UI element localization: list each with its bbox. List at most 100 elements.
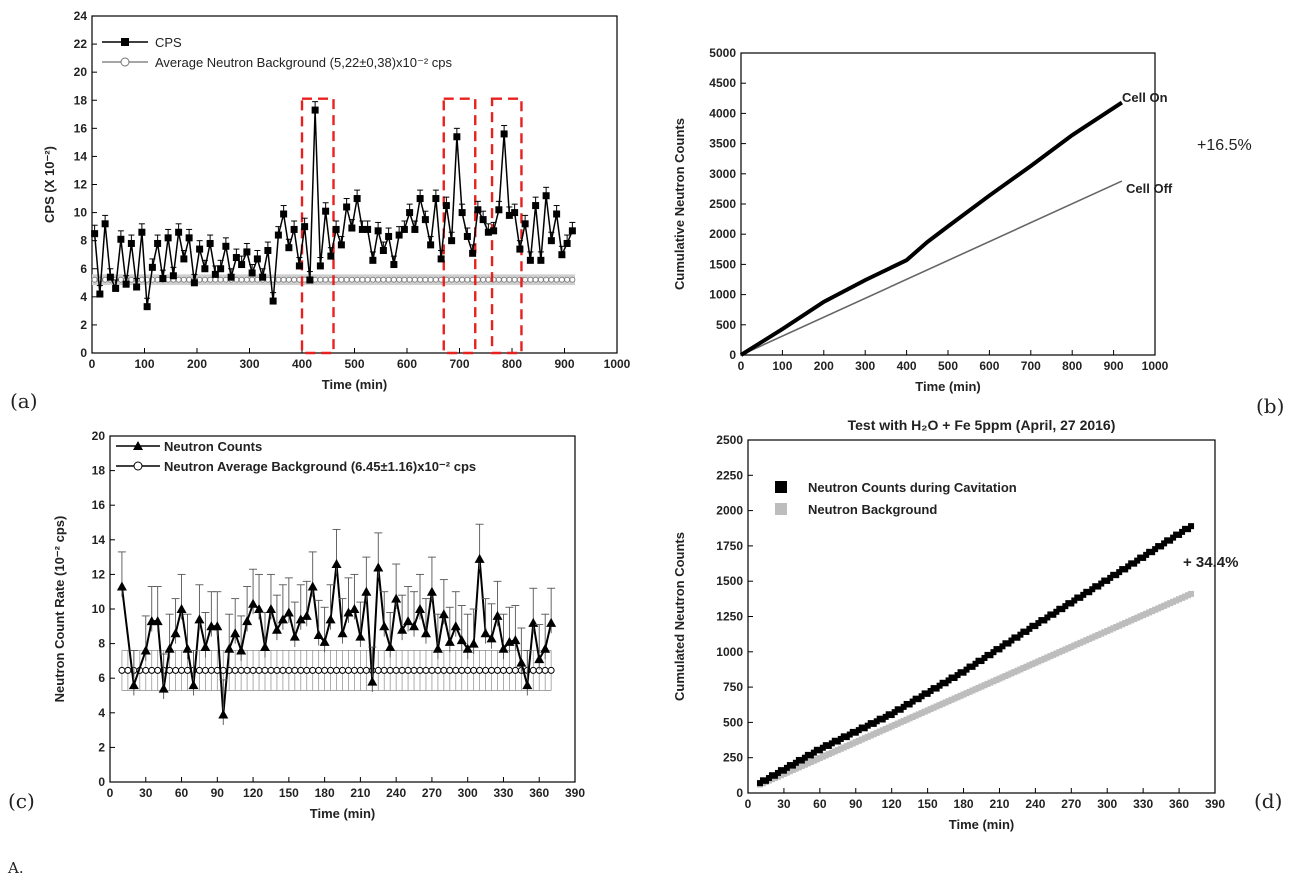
plot-frame: [740, 52, 1156, 356]
background-point: [172, 666, 180, 674]
y-tick-label: 18: [74, 93, 88, 107]
legend-marker-background: [120, 57, 130, 67]
cavitation-point: [1089, 586, 1096, 593]
y-tick-label: 1500: [709, 257, 736, 271]
cps-point: [259, 273, 267, 281]
background-point: [522, 276, 529, 283]
background-point: [448, 276, 455, 283]
background-point: [364, 276, 371, 283]
y-tick-label: 16: [74, 121, 88, 135]
background-point: [406, 276, 413, 283]
neutron-counts-point: [140, 645, 151, 655]
cps-point: [227, 273, 235, 281]
background-point: [416, 666, 424, 674]
x-tick-label: 390: [565, 786, 585, 800]
x-tick-label: 60: [175, 786, 189, 800]
y-tick-label: 1000: [716, 645, 743, 659]
cps-point: [148, 263, 156, 271]
background-point: [446, 666, 454, 674]
cps-point: [442, 202, 450, 210]
cps-point: [290, 225, 298, 233]
cps-point: [568, 227, 576, 235]
neutron-counts-point: [236, 645, 247, 655]
x-tick-label: 210: [989, 797, 1009, 811]
highlight-window: [490, 97, 523, 355]
cps-point: [311, 106, 319, 114]
background-point: [321, 666, 329, 674]
cps-point: [532, 202, 540, 210]
y-tick-label: 4500: [709, 76, 736, 90]
x-tick-label: 30: [777, 797, 791, 811]
background-point: [470, 666, 478, 674]
cps-point: [406, 209, 414, 217]
neutron-counts-point: [254, 604, 265, 613]
cavitation-point: [1104, 577, 1111, 584]
cavitation-point: [1176, 531, 1183, 538]
background-point: [195, 666, 203, 674]
cavitation-point: [1188, 523, 1195, 530]
y-tick-label: 4: [98, 706, 105, 720]
y-tick-label: 1000: [709, 288, 736, 302]
neutron-counts-point: [498, 643, 509, 653]
background-point: [243, 666, 251, 674]
x-tick-label: 1000: [604, 357, 631, 371]
cavitation-point: [1167, 537, 1174, 544]
cps-point: [458, 209, 466, 217]
cavitation-point: [1143, 551, 1150, 558]
cavitation-point: [1179, 528, 1186, 535]
cavitation-point: [996, 646, 1003, 653]
x-tick-label: 200: [814, 359, 834, 373]
cps-point: [248, 269, 256, 277]
background-point: [410, 666, 418, 674]
cps-point: [264, 246, 272, 254]
cps-point: [106, 273, 114, 281]
background-point: [285, 666, 293, 674]
background-point: [404, 666, 412, 674]
y-tick-label: 2000: [716, 504, 743, 518]
cavitation-point: [1053, 608, 1060, 615]
y-tick-label: 6: [98, 671, 105, 685]
cps-point: [558, 251, 566, 259]
cps-point: [358, 225, 366, 233]
background-point: [124, 666, 132, 674]
y-tick-label: 2500: [709, 197, 736, 211]
neutron-counts-point: [444, 636, 455, 646]
y-tick-label: 0: [729, 348, 736, 362]
cps-point: [474, 206, 482, 214]
y-tick-label: 250: [723, 751, 743, 765]
y-tick-label: 12: [92, 567, 106, 581]
background-point: [207, 666, 215, 674]
x-tick-label: 900: [1104, 359, 1124, 373]
neutron-counts-point: [224, 643, 235, 653]
background-point: [201, 276, 208, 283]
cavitation-point: [1071, 597, 1078, 604]
x-tick-label: 600: [397, 357, 417, 371]
cps-point: [91, 230, 99, 238]
y-tick-label: 1750: [716, 539, 743, 553]
neutron-counts-point: [176, 604, 187, 613]
neutron-counts-point: [343, 607, 354, 617]
x-tick-label: 300: [239, 357, 259, 371]
y-tick-label: 2: [98, 740, 105, 754]
cps-point: [159, 275, 167, 283]
x-tick-label: 700: [449, 357, 469, 371]
x-tick-label: 270: [422, 786, 442, 800]
background-point: [411, 276, 418, 283]
background-point: [386, 666, 394, 674]
cps-point: [369, 256, 377, 264]
cell-off-label: Cell Off: [1126, 181, 1173, 196]
background-point: [184, 666, 191, 674]
neutron-counts-point: [510, 635, 521, 645]
background-point: [501, 276, 508, 283]
cps-point: [432, 195, 440, 203]
cavitation-point: [1095, 583, 1102, 590]
cps-point: [269, 297, 277, 305]
cell-on-label: Cell On: [1122, 90, 1168, 105]
y-tick-label: 1500: [716, 574, 743, 588]
background-point: [453, 276, 460, 283]
neutron-counts-point: [194, 614, 205, 624]
cavitation-point: [1116, 569, 1123, 576]
background-point: [527, 276, 534, 283]
neutron-counts-point: [379, 621, 390, 631]
cavitation-point: [1080, 591, 1087, 598]
